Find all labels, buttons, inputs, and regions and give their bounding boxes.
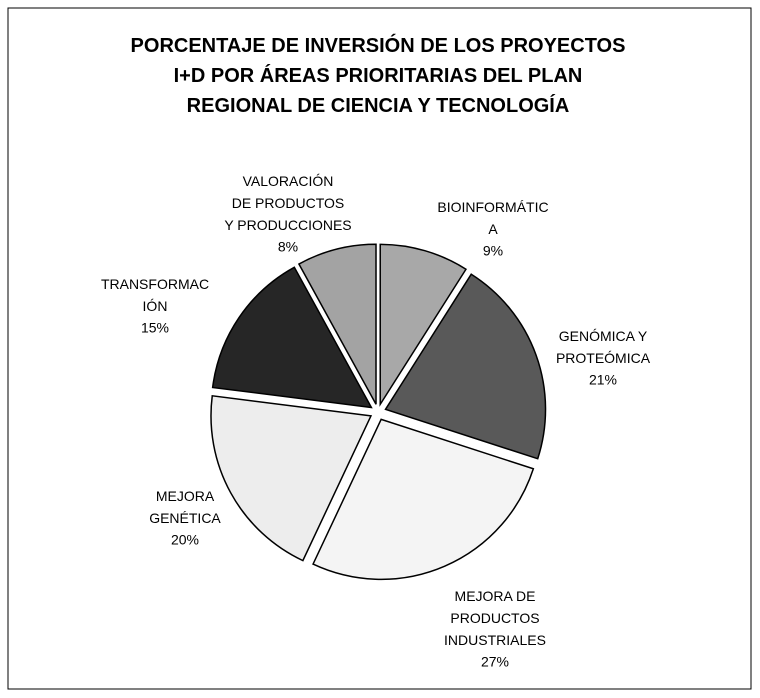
pie-slice bbox=[211, 266, 373, 409]
category-label: TRANSFORMAC IÓN bbox=[101, 276, 209, 314]
category-label: BIOINFORMÁTIC A bbox=[437, 199, 548, 237]
pie-slice bbox=[312, 418, 535, 581]
chart-title: PORCENTAJE DE INVERSIÓN DE LOS PROYECTOS… bbox=[131, 33, 626, 117]
category-label: VALORACIÓN DE PRODUCTOS Y PRODUCCIONES bbox=[224, 173, 351, 233]
value-label: 21% bbox=[589, 372, 617, 388]
pie-slice bbox=[297, 243, 377, 405]
value-label: 15% bbox=[141, 320, 169, 336]
value-label: 20% bbox=[171, 532, 199, 548]
pie-slice bbox=[210, 394, 373, 562]
value-label: 8% bbox=[278, 239, 298, 255]
value-label: 27% bbox=[481, 654, 509, 670]
category-label: GENÓMICA Y PROTEÓMICA bbox=[556, 328, 651, 366]
category-label: MEJORA DE PRODUCTOS INDUSTRIALES bbox=[444, 588, 546, 648]
value-label: 9% bbox=[483, 243, 503, 259]
category-label: MEJORA GENÉTICA bbox=[149, 488, 221, 526]
pie-slice bbox=[379, 243, 467, 407]
pie-slice bbox=[384, 273, 547, 460]
